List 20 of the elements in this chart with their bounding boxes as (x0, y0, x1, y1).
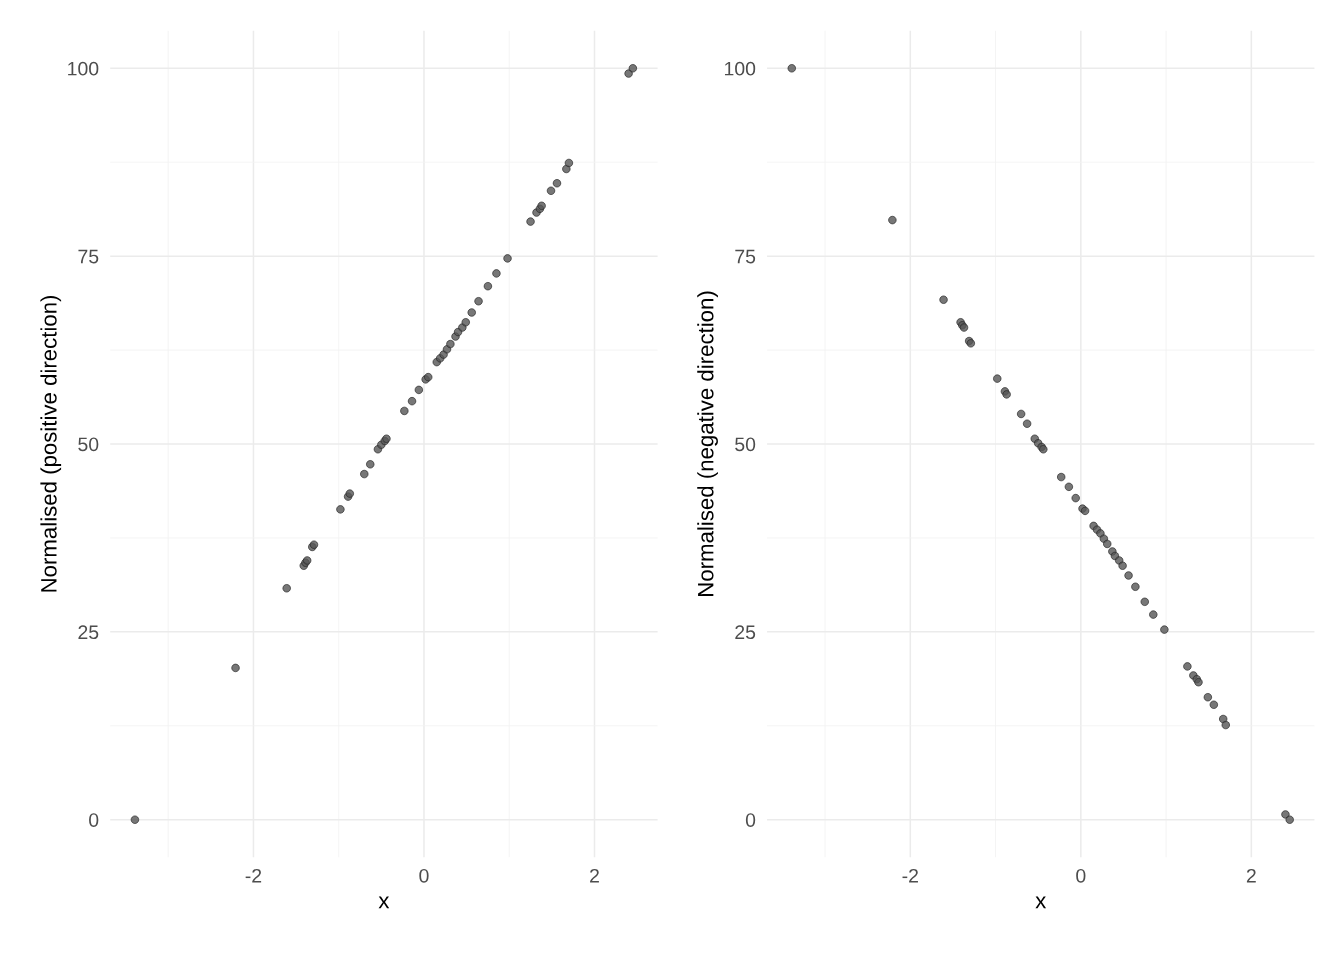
x-tick-label: 0 (419, 868, 429, 883)
x-tick-label: -2 (245, 868, 262, 883)
x-tick-label: 2 (590, 868, 599, 883)
y-tick-label: 50 (78, 437, 99, 452)
x-axis-title: x (1035, 896, 1047, 909)
y-tick-label: 25 (78, 625, 99, 640)
y-tick-label: 25 (735, 625, 756, 640)
y-tick-label: 0 (89, 813, 99, 827)
y-tick-label: 50 (735, 437, 756, 452)
y-axis-title: Normalised (negative direction) (697, 291, 718, 596)
y-tick-label: 100 (724, 61, 756, 76)
y-tick-label: 100 (68, 61, 99, 76)
y-tick-label: 75 (735, 249, 756, 264)
y-tick-label: 75 (78, 249, 99, 264)
y-tick-label: 0 (745, 813, 756, 827)
x-axis-title: x (378, 896, 390, 909)
x-tick-label: 0 (1076, 868, 1086, 883)
x-tick-label: -2 (902, 868, 918, 883)
y-axis-title: Normalised (positive direction) (40, 295, 62, 592)
x-tick-label: 2 (1246, 868, 1256, 883)
